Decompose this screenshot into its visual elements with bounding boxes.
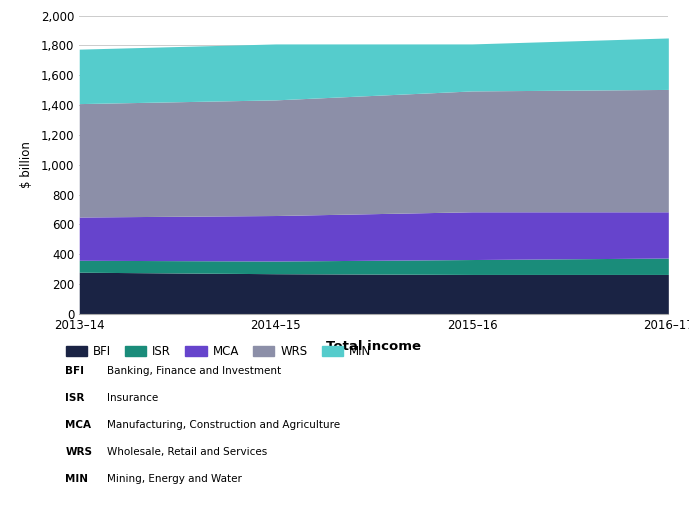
- Y-axis label: $ billion: $ billion: [19, 141, 32, 188]
- Text: Insurance: Insurance: [107, 393, 158, 403]
- Legend: BFI, ISR, MCA, WRS, MIN: BFI, ISR, MCA, WRS, MIN: [61, 340, 376, 363]
- Text: MIN: MIN: [65, 474, 88, 484]
- Text: Mining, Energy and Water: Mining, Energy and Water: [107, 474, 242, 484]
- X-axis label: Total income: Total income: [327, 340, 421, 353]
- Text: Wholesale, Retail and Services: Wholesale, Retail and Services: [107, 447, 267, 457]
- Text: ISR: ISR: [65, 393, 85, 403]
- Text: WRS: WRS: [65, 447, 92, 457]
- Text: Banking, Finance and Investment: Banking, Finance and Investment: [107, 366, 281, 376]
- Text: MCA: MCA: [65, 420, 92, 430]
- Text: BFI: BFI: [65, 366, 85, 376]
- Text: Manufacturing, Construction and Agriculture: Manufacturing, Construction and Agricult…: [107, 420, 340, 430]
